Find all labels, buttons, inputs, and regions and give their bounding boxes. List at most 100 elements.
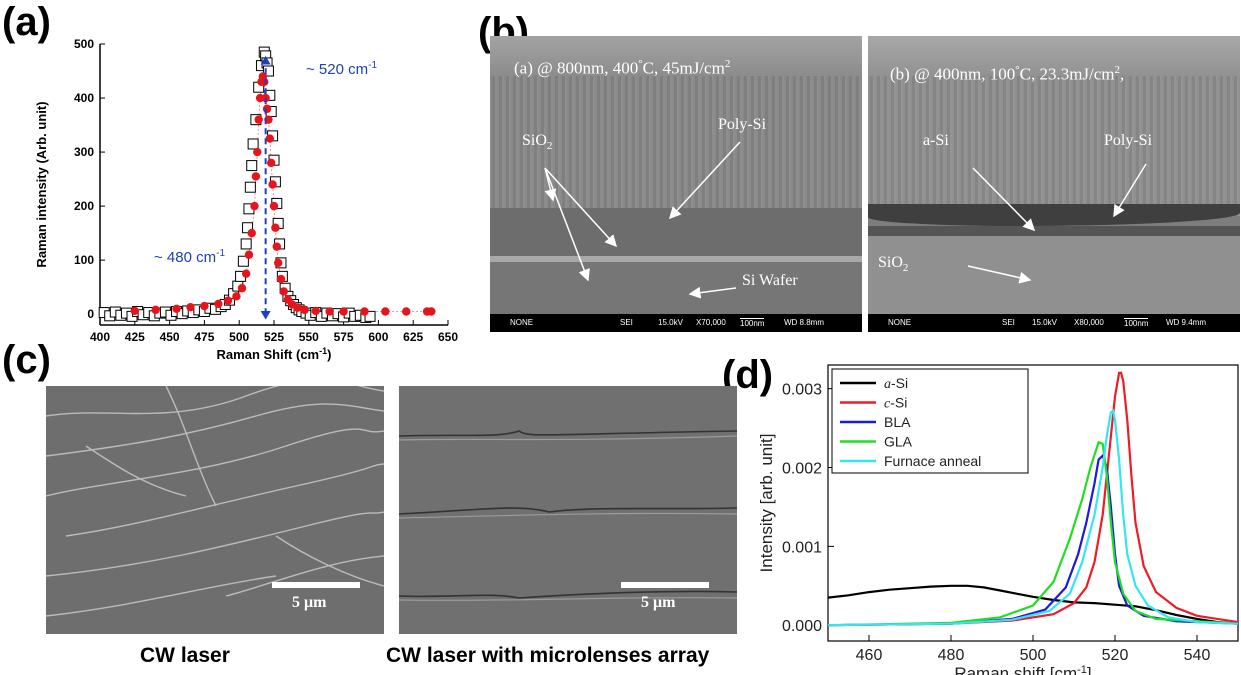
legend-label: Furnace anneal xyxy=(884,453,981,469)
data-point-circle xyxy=(381,307,390,316)
data-point-circle xyxy=(247,228,256,238)
legend-label: GLA xyxy=(884,434,913,450)
sem-b2-sio2-label: SiO2 xyxy=(878,254,909,275)
x-tick-label: 425 xyxy=(125,330,145,344)
data-point-circle xyxy=(262,104,272,114)
sem-image-b2: (b) @ 400nm, 100°C, 23.3mJ/cm2, a-Si Pol… xyxy=(868,36,1240,332)
legend-label: c-Si xyxy=(884,395,907,412)
data-point-circle xyxy=(260,77,269,87)
x-tick-label: 500 xyxy=(1020,647,1047,664)
sem-b2-info-bar: NONE SEI 15.0kV X80,000 100nm WD 9.4mm xyxy=(868,314,1240,332)
series-line-c-si xyxy=(827,371,1239,627)
data-point-circle xyxy=(279,287,288,296)
annotation-520: ~ 520 cm-1 xyxy=(306,60,377,78)
data-point-circle xyxy=(237,284,247,293)
legend-label: a-Si xyxy=(884,375,908,392)
peak-arrow-head-up xyxy=(260,55,271,65)
sem-b1-arrows xyxy=(544,141,741,299)
x-tick-label: 575 xyxy=(334,330,354,344)
sem-b1-polysi-label: Poly-Si xyxy=(718,116,767,133)
x-tick-label: 500 xyxy=(229,330,249,344)
y-tick-label: 100 xyxy=(74,253,94,267)
x-tick-label: 460 xyxy=(856,647,883,664)
data-point-circle xyxy=(253,147,262,157)
data-point-circle xyxy=(269,201,279,211)
data-point-circle xyxy=(268,180,277,189)
data-point-square xyxy=(237,255,249,267)
data-point-circle xyxy=(244,250,254,259)
data-point-circle xyxy=(261,93,270,103)
x-tick-label: 550 xyxy=(299,330,319,344)
data-point-circle xyxy=(427,307,436,316)
sem-b2-asi-label: a-Si xyxy=(923,132,949,149)
data-point-circle xyxy=(339,307,348,316)
x-tick-label: 650 xyxy=(438,330,458,344)
data-point-square xyxy=(364,310,376,322)
scale-bar-right xyxy=(621,582,709,588)
x-tick-label: 520 xyxy=(1102,647,1129,664)
sem-b2-arrows xyxy=(967,163,1147,284)
data-point-circle xyxy=(130,306,139,316)
data-point-circle xyxy=(300,305,309,315)
data-point-circle xyxy=(273,258,283,268)
x-axis-label: Raman Shift (cm-1) xyxy=(217,346,332,362)
sem-image-c-right: 5 μm xyxy=(399,386,737,634)
scale-bar-left xyxy=(272,582,360,588)
y-axis-label: Intensity [arb. unit] xyxy=(757,434,776,573)
series-line-a-si xyxy=(827,584,1239,625)
y-tick-label: 0.001 xyxy=(782,539,822,556)
data-point-square xyxy=(247,138,259,150)
data-point-circle xyxy=(325,307,334,316)
y-axis-label: Raman intensity (Arb. unit) xyxy=(34,101,49,267)
caption-cw-laser-microlens: CW laser with microlenses array xyxy=(386,644,710,667)
sem-b2-polysi-label: Poly-Si xyxy=(1104,132,1153,149)
sem-b1-sio2-label: SiO2 xyxy=(522,132,553,153)
x-tick-label: 525 xyxy=(264,330,284,344)
data-point-circle xyxy=(254,115,263,124)
data-point-square xyxy=(246,160,258,172)
sem-b1-caption: (a) @ 800nm, 400°C, 45mJ/cm2 xyxy=(514,58,731,78)
raman-chart-d: 460 480 500 520 540 0.000 0.001 0.002 0.003 Raman… xyxy=(757,364,1239,675)
data-point-square xyxy=(244,181,256,193)
data-point-square xyxy=(262,65,274,77)
series-line-bla xyxy=(827,453,1239,627)
y-tick-label: 500 xyxy=(74,37,94,51)
sem-b1-siwafer-label: Si Wafer xyxy=(742,272,798,289)
y-tick-label: 0.002 xyxy=(782,461,822,478)
data-point-square xyxy=(240,238,252,250)
data-point-circle xyxy=(200,301,209,311)
panel-label-c: (c) xyxy=(2,338,51,382)
y-tick-label: 300 xyxy=(74,145,94,159)
data-point-circle xyxy=(232,292,241,301)
y-tick-label: 0.003 xyxy=(782,382,822,399)
data-point-circle xyxy=(241,269,251,278)
data-point-circle xyxy=(293,303,302,312)
annotation-480: ~ 480 cm-1 xyxy=(154,248,225,266)
data-point-circle xyxy=(151,305,160,315)
x-axis-label: Raman shift [cm-1] xyxy=(954,664,1091,675)
data-point-circle xyxy=(267,158,276,168)
sem-b2-caption: (b) @ 400nm, 100°C, 23.3mJ/cm2, xyxy=(890,64,1125,84)
data-point-circle xyxy=(360,307,369,316)
y-tick-label: 0 xyxy=(87,307,94,321)
data-point-circle xyxy=(250,201,259,211)
x-tick-label: 625 xyxy=(403,330,423,344)
raman-chart-a: 400 425 450 475 500 525 550 575 600 625 650 0 100 200… xyxy=(34,37,458,362)
panel-label-a: (a) xyxy=(2,0,51,44)
caption-cw-laser: CW laser xyxy=(140,644,230,667)
x-tick-label: 480 xyxy=(938,647,965,664)
data-point-circle xyxy=(402,307,411,316)
x-tick-label: 450 xyxy=(160,330,180,344)
x-tick-label: 600 xyxy=(368,330,388,344)
data-point-circle xyxy=(271,223,280,232)
peak-arrow-head-down xyxy=(260,310,271,320)
data-point-circle xyxy=(251,172,261,181)
data-point-circle xyxy=(223,296,233,305)
data-point-circle xyxy=(172,304,181,313)
y-tick-label: 400 xyxy=(74,91,94,105)
y-tick-label: 200 xyxy=(74,199,94,213)
data-point-circle xyxy=(214,299,223,309)
y-tick-label: 0.000 xyxy=(782,618,822,635)
series-line-gla xyxy=(827,440,1239,627)
scale-label-right: 5 μm xyxy=(641,594,676,611)
